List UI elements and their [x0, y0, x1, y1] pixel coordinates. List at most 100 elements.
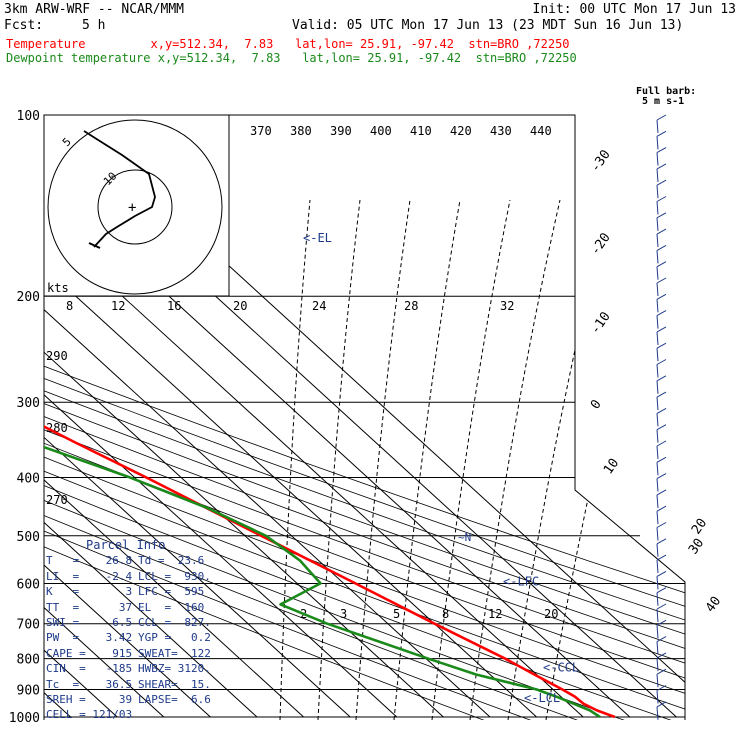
wind-barb	[656, 185, 659, 199]
pressure-label: 500	[17, 530, 40, 545]
parcel-info-row: PW = 3.42 YGP = 0.2	[46, 630, 236, 645]
pressure-label: 300	[17, 396, 40, 411]
wind-barb	[656, 119, 659, 134]
temperature-tick-label: 20	[689, 516, 710, 537]
wind-barb-flag	[656, 293, 667, 300]
wind-barb	[656, 511, 659, 525]
wind-barb-flag	[656, 179, 667, 186]
hodograph-center: +	[128, 200, 136, 216]
theta-label: 420	[450, 124, 472, 138]
wind-barb-flag	[656, 391, 667, 398]
mixing-ratio-line	[545, 199, 661, 720]
wind-barb-flag	[656, 212, 667, 219]
wind-barb-flag	[656, 456, 667, 463]
pressure-label: 800	[17, 653, 40, 668]
parcel-info-cell: LAPSE= 6.6	[138, 693, 211, 707]
wind-barb-flag	[656, 701, 667, 708]
parcel-info-cell: Tc = 36.5	[46, 677, 133, 691]
parcel-info-row: CELL = 121/03	[46, 707, 236, 722]
wind-barb-flag	[656, 570, 667, 577]
wind-barb-flag	[656, 114, 667, 121]
dewpoint-legend: Dewpoint temperature x,y=512.34, 7.83 la…	[6, 51, 577, 65]
pressure-label: 100	[17, 109, 40, 124]
theta-label: 270	[46, 493, 68, 507]
dry-adiabat-line	[44, 115, 685, 720]
wind-barb-flag	[656, 407, 667, 414]
wind-barb	[656, 608, 659, 623]
parcel-info-cell: EL = 160	[138, 600, 205, 614]
pressure-label: 600	[17, 577, 40, 592]
barb-legend-units: 5 m s-1	[642, 96, 684, 107]
wind-barb-flag	[656, 375, 667, 382]
parcel-info-cell: CIN = -185	[46, 662, 133, 676]
level-marker-label: <-LCL	[524, 691, 560, 705]
wind-barb-flag	[656, 277, 667, 284]
parcel-info-cell: SWEAT= 122	[138, 646, 211, 660]
parcel-info-row: SREH = 39 LAPSE= 6.6	[46, 692, 236, 707]
fcst-label: Fcst:	[4, 18, 44, 33]
wind-barb	[656, 397, 659, 411]
isotherm-line	[44, 115, 351, 718]
temperature-tick-label: -30	[588, 147, 614, 175]
parcel-info-row: T = 26.8 Td = 23.6	[46, 553, 236, 568]
wind-barb	[656, 462, 659, 476]
hodograph-frame	[43, 114, 230, 297]
wind-barb	[656, 299, 659, 313]
temperature-tick-label: 10	[601, 456, 622, 477]
theta-label: 400	[370, 124, 392, 138]
mixing-ratio-line	[393, 199, 461, 720]
wind-barb-flag	[656, 130, 667, 137]
mixing-ratio-label: 5	[393, 607, 400, 621]
parcel-info-row: LI = -2.4 LCL = 930.	[46, 569, 236, 584]
parcel-info-cell: T = 26.8	[46, 554, 133, 568]
mixing-ratio-line	[469, 199, 561, 720]
isotherm-line	[44, 115, 444, 718]
wind-barb	[656, 201, 659, 215]
wind-barb	[656, 560, 659, 574]
parcel-info-title: Parcel Info	[86, 538, 166, 552]
barb-legend: Full barb:5 m s-1	[636, 86, 696, 107]
wind-barb	[656, 576, 659, 590]
wind-barb	[656, 315, 659, 329]
hodograph-speed-tick: 16	[167, 299, 181, 313]
valid-time: Valid: 05 UTC Mon 17 Jun 13 (23 MDT Sun …	[292, 18, 684, 33]
wind-barb-flag	[656, 505, 667, 512]
mixing-ratio-label: 12	[488, 607, 502, 621]
dry-adiabat-lines	[44, 115, 685, 720]
isotherm-line	[44, 115, 258, 718]
isotherm-line	[44, 115, 211, 718]
wind-barb	[656, 152, 659, 166]
wind-barb	[656, 625, 659, 639]
wind-barb-flag	[656, 424, 667, 431]
wind-barb	[656, 168, 659, 182]
wind-barb	[656, 331, 659, 345]
wind-barb	[656, 266, 659, 280]
dry-adiabat-line	[44, 115, 557, 720]
wind-barb-flag	[656, 473, 667, 480]
init-time: Init: 00 UTC Mon 17 Jun 13	[532, 2, 737, 17]
mixing-ratio-line	[317, 199, 361, 720]
dry-adiabat-line	[44, 115, 685, 720]
isotherm-line	[44, 115, 584, 718]
wind-barb-flag	[656, 310, 667, 317]
wind-barb-flag	[656, 359, 667, 365]
hodograph-speed-tick: 24	[312, 299, 326, 313]
wind-barb-flag	[656, 196, 667, 202]
hodograph-speed-ticks: kts 8 12 16 20 24 28 32	[47, 281, 514, 313]
wind-barb	[656, 429, 659, 443]
hodograph-kts-label: kts	[47, 281, 69, 295]
parcel-info-cell: TT = 37	[46, 600, 133, 614]
wind-barb-flag	[656, 554, 667, 561]
pressure-label: 1000	[9, 711, 40, 726]
wind-barb	[656, 445, 659, 460]
parcel-path-marker: ~N	[458, 531, 471, 544]
wind-barb	[656, 690, 659, 704]
wind-barb	[656, 364, 659, 378]
parcel-info-box: Parcel Info T = 26.8 Td = 23.6 LI = -2.4 LC…	[46, 538, 236, 723]
parcel-info-cell: CELL = 121/03	[46, 708, 133, 722]
wind-barb-flag	[656, 587, 667, 594]
pressure-label: 400	[17, 471, 40, 486]
hodograph-speed-tick: 28	[404, 299, 418, 313]
